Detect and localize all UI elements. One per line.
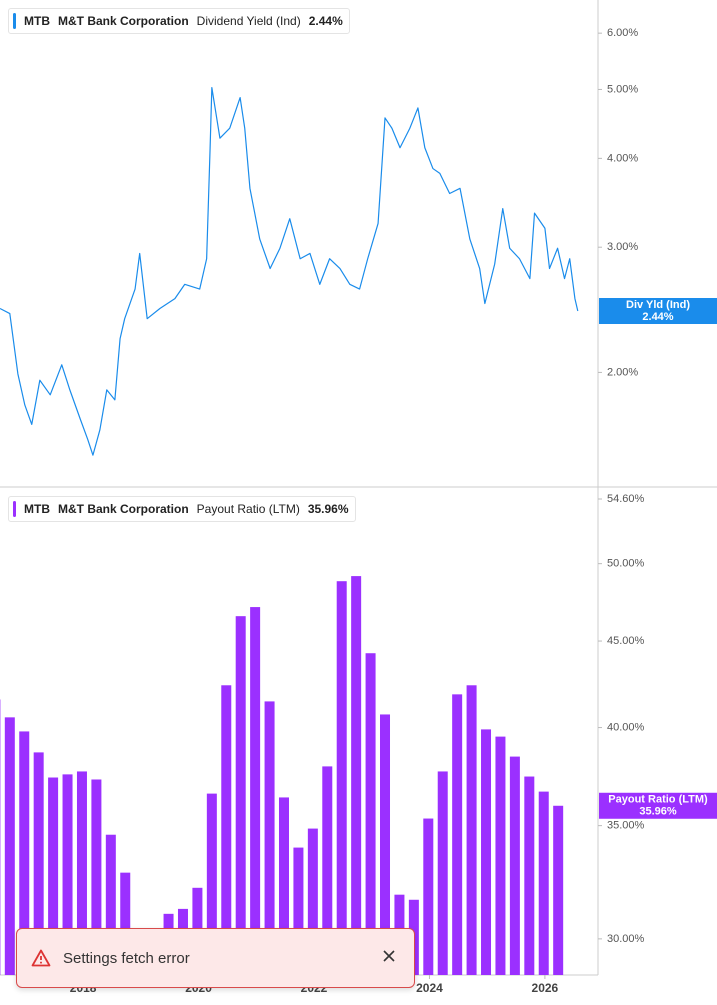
- bar: [452, 694, 463, 975]
- y-tick-label: 3.00%: [607, 241, 638, 253]
- warning-icon: [31, 949, 51, 967]
- bar: [105, 834, 116, 975]
- bar: [336, 581, 347, 975]
- bar: [509, 756, 520, 975]
- y-tick-label: 50.00%: [607, 558, 645, 570]
- legend-entry: Payout Ratio (LTM): [196, 502, 300, 516]
- bar: [221, 685, 232, 975]
- line: [0, 87, 579, 456]
- y-tick-label: 35.00%: [607, 820, 645, 832]
- x-tick-label: 2024: [416, 981, 443, 995]
- bar: [91, 779, 102, 975]
- bar: [495, 736, 506, 975]
- bar: [322, 766, 333, 975]
- x-tick-label: 2026: [532, 981, 559, 995]
- axis-tag: [599, 792, 717, 819]
- bar: [19, 731, 30, 975]
- axis-tag-name: Payout Ratio (LTM): [608, 794, 708, 806]
- last-value: 35.96%: [307, 502, 349, 516]
- bar: [351, 576, 362, 975]
- plot-area: [0, 87, 579, 456]
- axis-tag-value: 2.44%: [642, 311, 673, 323]
- bar: [293, 847, 304, 975]
- y-tick-label: 54.60%: [607, 493, 645, 505]
- legend-swatch: [13, 13, 16, 29]
- bar: [235, 616, 246, 975]
- bar: [380, 714, 391, 975]
- bar: [250, 607, 261, 975]
- bar: [278, 797, 289, 975]
- legend-swatch: [13, 501, 16, 517]
- bar: [307, 828, 318, 975]
- toast-message: Settings fetch error: [63, 949, 190, 967]
- bar: [206, 793, 217, 975]
- bar: [76, 771, 87, 975]
- ticker: MTB: [24, 14, 50, 28]
- company: M&T Bank Corporation: [58, 14, 189, 28]
- y-tick-label: 6.00%: [607, 27, 638, 39]
- y-tick-label: 2.00%: [607, 366, 638, 378]
- bar: [524, 776, 535, 975]
- close-button[interactable]: [382, 949, 396, 963]
- y-tick-label: 45.00%: [607, 635, 645, 647]
- bar: [48, 777, 59, 975]
- axis-tag-value: 35.96%: [639, 806, 677, 818]
- company: M&T Bank Corporation: [58, 502, 189, 516]
- legend: MTB M&T Bank Corporation Dividend Yield …: [8, 8, 350, 34]
- ticker: MTB: [24, 502, 50, 516]
- legend-entry: Dividend Yield (Ind): [196, 14, 301, 28]
- bar: [423, 818, 434, 975]
- bar: [33, 752, 44, 975]
- plot-area: [0, 576, 564, 975]
- bar: [120, 872, 131, 975]
- bar: [466, 685, 477, 975]
- axis-tag: [599, 298, 717, 325]
- bar: [4, 717, 15, 975]
- y-tick-label: 40.00%: [607, 721, 645, 733]
- bar: [553, 805, 564, 975]
- y-tick-label: 5.00%: [607, 83, 638, 95]
- legend: MTB M&T Bank Corporation Payout Ratio (L…: [8, 496, 356, 522]
- bar: [437, 771, 448, 975]
- last-value: 2.44%: [308, 14, 343, 28]
- y-tick-label: 4.00%: [607, 152, 638, 164]
- y-tick-label: 30.00%: [607, 933, 645, 945]
- bar: [264, 701, 275, 975]
- toast: Settings fetch error: [16, 928, 415, 988]
- bar: [62, 774, 73, 975]
- axis-tag-name: Div Yld (Ind): [626, 299, 690, 311]
- bar: [538, 791, 549, 975]
- bar: [481, 729, 492, 975]
- bar: [365, 653, 376, 975]
